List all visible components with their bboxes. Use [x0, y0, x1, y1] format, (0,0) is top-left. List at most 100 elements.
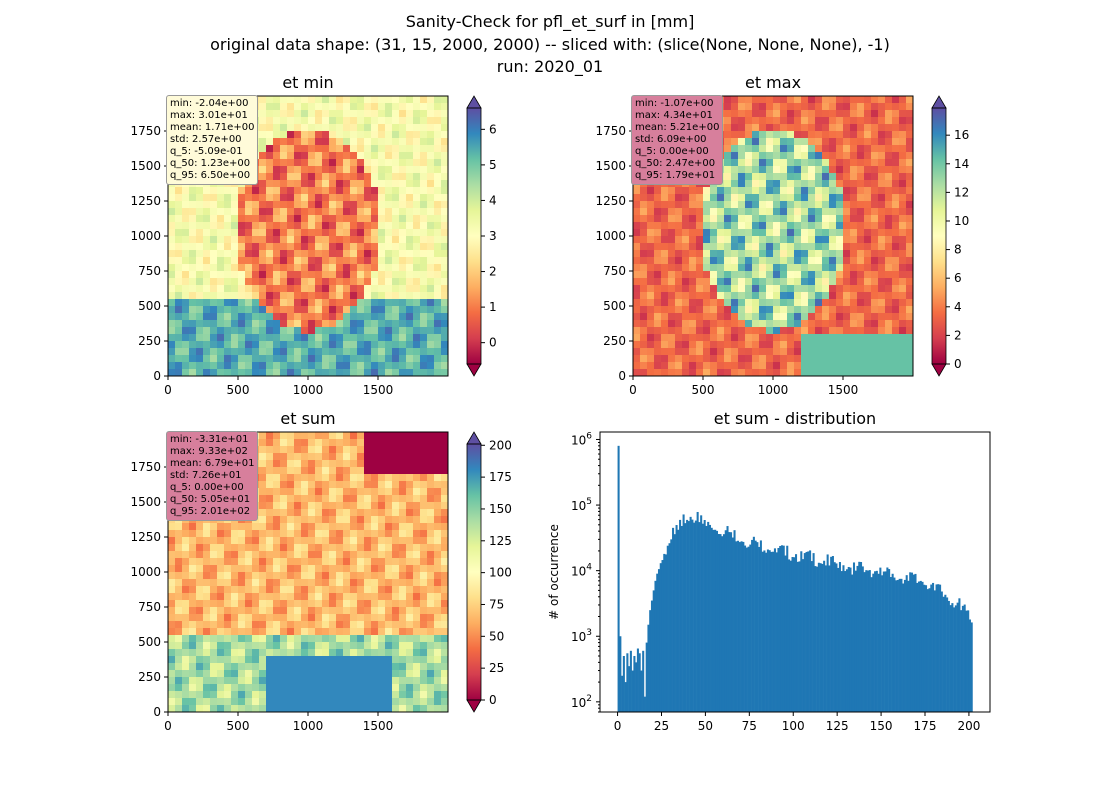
heatmap-cell [210, 201, 218, 209]
heatmap-cell [427, 173, 435, 181]
heatmap-cell [745, 222, 753, 230]
heatmap-cell [647, 355, 655, 363]
heatmap-cell [717, 271, 725, 279]
heatmap-cell [231, 320, 239, 328]
heatmap-cell [399, 320, 407, 328]
heatmap-cell [203, 250, 211, 258]
heatmap-cell [661, 271, 669, 279]
heatmap-cell [427, 509, 435, 517]
heatmap-cell [801, 145, 809, 153]
heatmap-cell [294, 362, 302, 370]
heatmap-cell [808, 355, 816, 363]
heatmap-cell [364, 579, 372, 587]
heatmap-cell [836, 215, 844, 223]
heatmap-cell [280, 208, 288, 216]
heatmap-cell [640, 229, 648, 237]
heatmap-cell [336, 607, 344, 615]
heatmap-cell [829, 110, 837, 118]
heatmap-cell [787, 243, 795, 251]
heatmap-cell [815, 369, 823, 377]
heatmap-cell [203, 348, 211, 356]
heatmap-cell [427, 642, 435, 650]
heatmap-cell [287, 698, 295, 706]
heatmap-cell [780, 334, 788, 342]
heatmap-cell [829, 369, 837, 377]
heatmap-cell [420, 152, 428, 160]
heatmap-cell [787, 110, 795, 118]
heatmap-cell [196, 593, 204, 601]
heatmap-cell [343, 299, 351, 307]
heatmap-cell [315, 432, 323, 440]
heatmap-cell [322, 243, 330, 251]
heatmap-cell [822, 369, 830, 377]
heatmap-cell [224, 691, 232, 699]
heatmap-cell [808, 117, 816, 125]
heatmap-cell [322, 600, 330, 608]
heatmap-cell [217, 544, 225, 552]
heatmap-cell [287, 642, 295, 650]
heatmap-cell [175, 586, 183, 594]
heatmap-cell [224, 299, 232, 307]
heatmap-cell [787, 250, 795, 258]
heatmap-cell [336, 355, 344, 363]
heatmap-cell [357, 271, 365, 279]
heatmap-cell [780, 264, 788, 272]
heatmap-cell [434, 96, 442, 104]
heatmap-cell [259, 355, 267, 363]
heatmap-cell [182, 537, 190, 545]
heatmap-cell [175, 341, 183, 349]
heatmap-cell [350, 285, 358, 293]
heatmap-cell [378, 124, 386, 132]
heatmap-cell [301, 96, 309, 104]
heatmap-cell [371, 180, 379, 188]
heatmap-cell [336, 243, 344, 251]
heatmap-cell [350, 362, 358, 370]
heatmap-cell [350, 187, 358, 195]
heatmap-cell [259, 530, 267, 538]
heatmap-cell [773, 152, 781, 160]
heatmap-cell [689, 299, 697, 307]
heatmap-cell [196, 285, 204, 293]
heatmap-cell [308, 691, 316, 699]
heatmap-cell [392, 159, 400, 167]
heatmap-cell [427, 236, 435, 244]
heatmap-cell [420, 243, 428, 251]
heatmap-cell [210, 355, 218, 363]
heatmap-cell [906, 292, 914, 300]
heatmap-cell [238, 600, 246, 608]
heatmap-cell [287, 572, 295, 580]
heatmap-cell [731, 299, 739, 307]
heatmap-cell [843, 110, 851, 118]
heatmap-cell [343, 278, 351, 286]
heatmap-cell [175, 320, 183, 328]
heatmap-cell [745, 229, 753, 237]
heatmap-cell [892, 194, 900, 202]
heatmap-cell [703, 299, 711, 307]
heatmap-cell [815, 173, 823, 181]
heatmap-cell [245, 691, 253, 699]
heatmap-cell [836, 166, 844, 174]
heatmap-cell [829, 299, 837, 307]
heatmap-cell [808, 313, 816, 321]
heatmap-cell [441, 495, 449, 503]
heatmap-cell [752, 327, 760, 335]
heatmap-cell [252, 306, 260, 314]
heatmap-cell [654, 222, 662, 230]
heatmap-cell [434, 600, 442, 608]
heatmap-cell [224, 187, 232, 195]
heatmap-cell [287, 446, 295, 454]
heatmap-cell [357, 306, 365, 314]
heatmap-cell [871, 110, 879, 118]
heatmap-cell [182, 362, 190, 370]
heatmap-cell [364, 530, 372, 538]
heatmap-cell [273, 530, 281, 538]
heatmap-cell [224, 670, 232, 678]
heatmap-cell [175, 236, 183, 244]
heatmap-cell [759, 173, 767, 181]
heatmap-cell [420, 621, 428, 629]
heatmap-cell [668, 355, 676, 363]
heatmap-cell [633, 201, 641, 209]
heatmap-cell [420, 103, 428, 111]
heatmap-cell [738, 124, 746, 132]
heatmap-cell [371, 600, 379, 608]
